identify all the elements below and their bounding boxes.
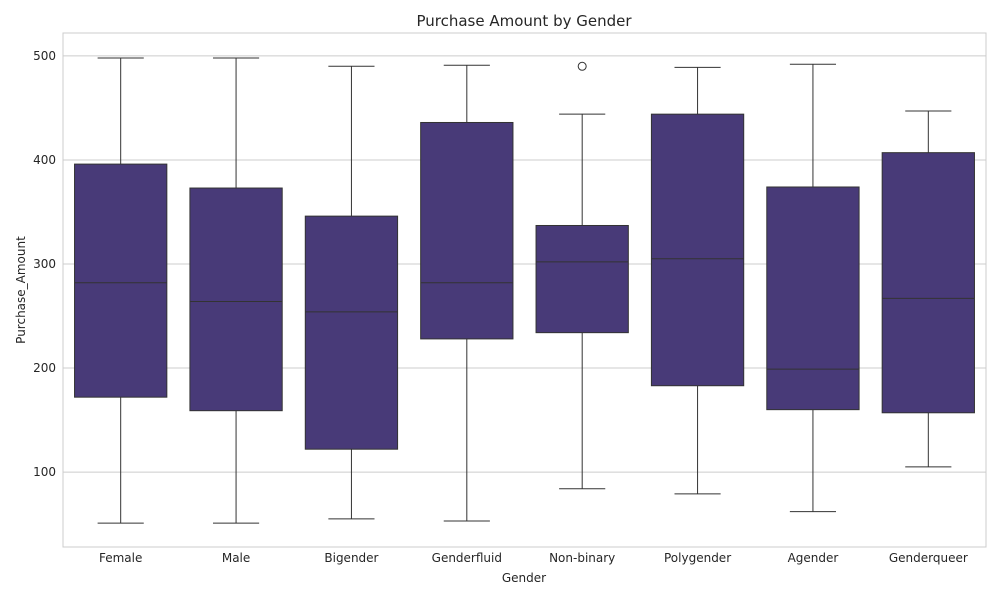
x-axis-label: Gender — [502, 571, 546, 585]
x-tick-label: Polygender — [664, 551, 731, 565]
iqr-box — [881, 152, 975, 414]
box-bigender — [304, 65, 399, 520]
y-tick-label: 100 — [33, 465, 56, 479]
y-tick-label: 200 — [33, 361, 56, 375]
y-axis-label: Purchase_Amount — [14, 236, 28, 344]
x-tick-label: Agender — [788, 551, 839, 565]
plot-frame — [62, 32, 987, 548]
iqr-box — [650, 113, 745, 387]
box-genderfluid — [420, 64, 514, 522]
x-tick-label: Genderfluid — [432, 551, 502, 565]
iqr-box — [189, 187, 283, 412]
box-female — [74, 57, 168, 524]
x-tick-label: Genderqueer — [889, 551, 968, 565]
box-polygender — [650, 66, 745, 495]
box-layer — [74, 57, 975, 524]
box-genderqueer — [881, 110, 975, 468]
chart-title: Purchase Amount by Gender — [416, 12, 632, 30]
box-non-binary — [535, 61, 629, 490]
tick-layer: 100 200 300 400 500 Female Male Bigender Genderf… — [33, 49, 968, 565]
box-male — [189, 57, 283, 524]
x-tick-label: Non-binary — [549, 551, 615, 565]
outlier-point — [577, 61, 587, 71]
x-tick-label: Bigender — [324, 551, 378, 565]
x-tick-label: Female — [99, 551, 142, 565]
y-tick-label: 400 — [33, 153, 56, 167]
iqr-box — [420, 121, 514, 340]
iqr-box — [74, 163, 168, 398]
iqr-box — [304, 215, 399, 450]
iqr-box — [535, 224, 629, 334]
y-tick-label: 500 — [33, 49, 56, 63]
x-tick-label: Male — [222, 551, 250, 565]
box-agender — [766, 63, 860, 513]
y-tick-label: 300 — [33, 257, 56, 271]
iqr-box — [766, 186, 860, 411]
